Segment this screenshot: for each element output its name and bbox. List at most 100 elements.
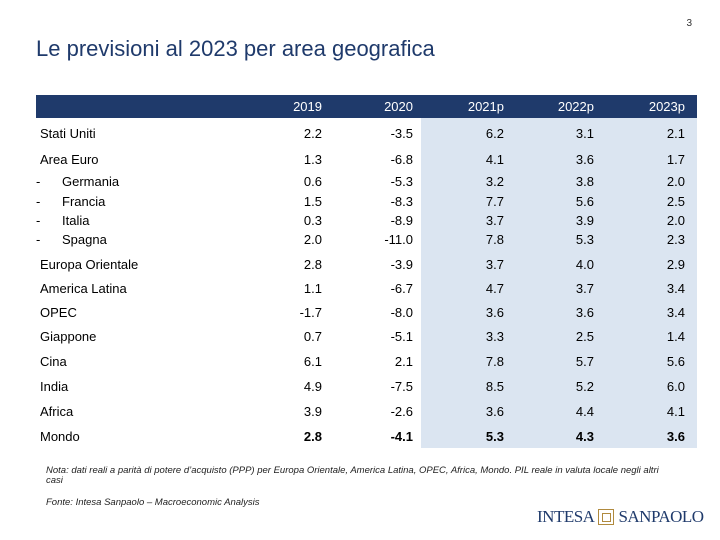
cell-value: 4.4 [575,404,594,419]
cell-value: 4.0 [575,257,594,272]
logo-emblem-icon [598,509,615,525]
cell-value: 2.5 [666,194,685,209]
logo-text-right: SANPAOLO [618,507,704,526]
cell-value: 2.5 [575,329,594,344]
sub-row-dash: - [36,232,41,247]
cell-value: 4.1 [666,404,685,419]
source-note: Fonte: Intesa Sanpaolo – Macroeconomic A… [46,497,260,508]
cell-value: 1.1 [303,281,322,296]
cell-value: 6.0 [666,379,685,394]
cell-value: -6.7 [390,281,413,296]
sub-row-dash: - [36,194,41,209]
cell-value: 2.8 [303,429,322,444]
cell-value: 0.7 [303,329,322,344]
cell-value: 2.8 [303,257,322,272]
cell-value: -2.6 [390,404,413,419]
cell-value: 3.6 [666,429,685,444]
cell-value: 3.1 [575,126,594,141]
cell-value: 5.6 [666,354,685,369]
forecast-columns-highlight [421,118,697,448]
row-label: America Latina [40,281,127,296]
cell-value: 2.1 [394,354,413,369]
row-label: Stati Uniti [40,126,96,141]
row-label: Mondo [40,429,80,444]
cell-value: 2.2 [303,126,322,141]
cell-value: 1.7 [666,152,685,167]
sub-row-dash: - [36,174,41,189]
row-label: Europa Orientale [40,257,139,272]
cell-value: -5.1 [390,329,413,344]
cell-value: 4.3 [575,429,594,444]
row-label: Italia [62,213,90,228]
column-header-2021p: 2021p [467,99,504,114]
row-label: Francia [62,194,106,209]
column-header-2019: 2019 [293,99,322,114]
footnote: Nota: dati reali a parità di potere d’ac… [46,465,659,486]
cell-value: 3.7 [485,213,504,228]
row-label: Germania [62,174,120,189]
table-header: 2019 2020 2021p 2022p 2023p [36,95,697,118]
logo-text-left: INTESA [537,507,595,526]
cell-value: 3.4 [666,305,685,320]
cell-value: 5.2 [575,379,594,394]
cell-value: 3.8 [575,174,594,189]
cell-value: 0.3 [303,213,322,228]
row-label: Africa [40,404,74,419]
cell-value: -1.7 [299,305,322,320]
cell-value: 5.3 [485,429,504,444]
cell-value: 5.6 [575,194,594,209]
cell-value: 5.7 [575,354,594,369]
cell-value: -5.3 [390,174,413,189]
cell-value: 3.6 [485,305,504,320]
cell-value: 4.7 [485,281,504,296]
column-header-2022p: 2022p [557,99,594,114]
column-header-2023p: 2023p [648,99,685,114]
row-label: Cina [40,354,67,369]
column-header-2020: 2020 [384,99,413,114]
cell-value: 1.4 [666,329,685,344]
cell-value: 3.9 [303,404,322,419]
cell-value: 3.9 [575,213,594,228]
cell-value: 2.3 [666,232,685,247]
cell-value: 3.6 [575,305,594,320]
row-label: India [40,379,69,394]
row-label: Spagna [62,232,107,247]
row-label: Giappone [40,329,97,344]
cell-value: 2.0 [666,213,685,228]
cell-value: 1.5 [303,194,322,209]
cell-value: 7.8 [485,354,504,369]
cell-value: 7.8 [485,232,504,247]
cell-value: 3.7 [575,281,594,296]
cell-value: -8.9 [390,213,413,228]
row-label: Area Euro [40,152,99,167]
cell-value: -8.3 [390,194,413,209]
cell-value: 3.6 [485,404,504,419]
cell-value: -3.9 [390,257,413,272]
cell-value: 3.6 [575,152,594,167]
cell-value: 4.9 [303,379,322,394]
cell-value: 2.0 [666,174,685,189]
cell-value: -6.8 [390,152,413,167]
sub-row-dash: - [36,213,41,228]
cell-value: 2.1 [666,126,685,141]
cell-value: 0.6 [303,174,322,189]
cell-value: -7.5 [390,379,413,394]
cell-value: 3.7 [485,257,504,272]
cell-value: -3.5 [390,126,413,141]
cell-value: 3.4 [666,281,685,296]
cell-value: 6.2 [485,126,504,141]
cell-value: 3.3 [485,329,504,344]
cell-value: -8.0 [390,305,413,320]
page-title: Le previsioni al 2023 per area geografic… [36,36,435,61]
cell-value: -4.1 [390,429,413,444]
cell-value: 8.5 [485,379,504,394]
cell-value: 1.3 [303,152,322,167]
intesa-sanpaolo-logo: INTESA SANPAOLO [537,507,704,527]
cell-value: 7.7 [485,194,504,209]
cell-value: -11.0 [384,232,413,247]
page-number: 3 [686,18,692,29]
cell-value: 6.1 [303,354,322,369]
cell-value: 2.0 [303,232,322,247]
cell-value: 4.1 [485,152,504,167]
cell-value: 2.9 [666,257,685,272]
